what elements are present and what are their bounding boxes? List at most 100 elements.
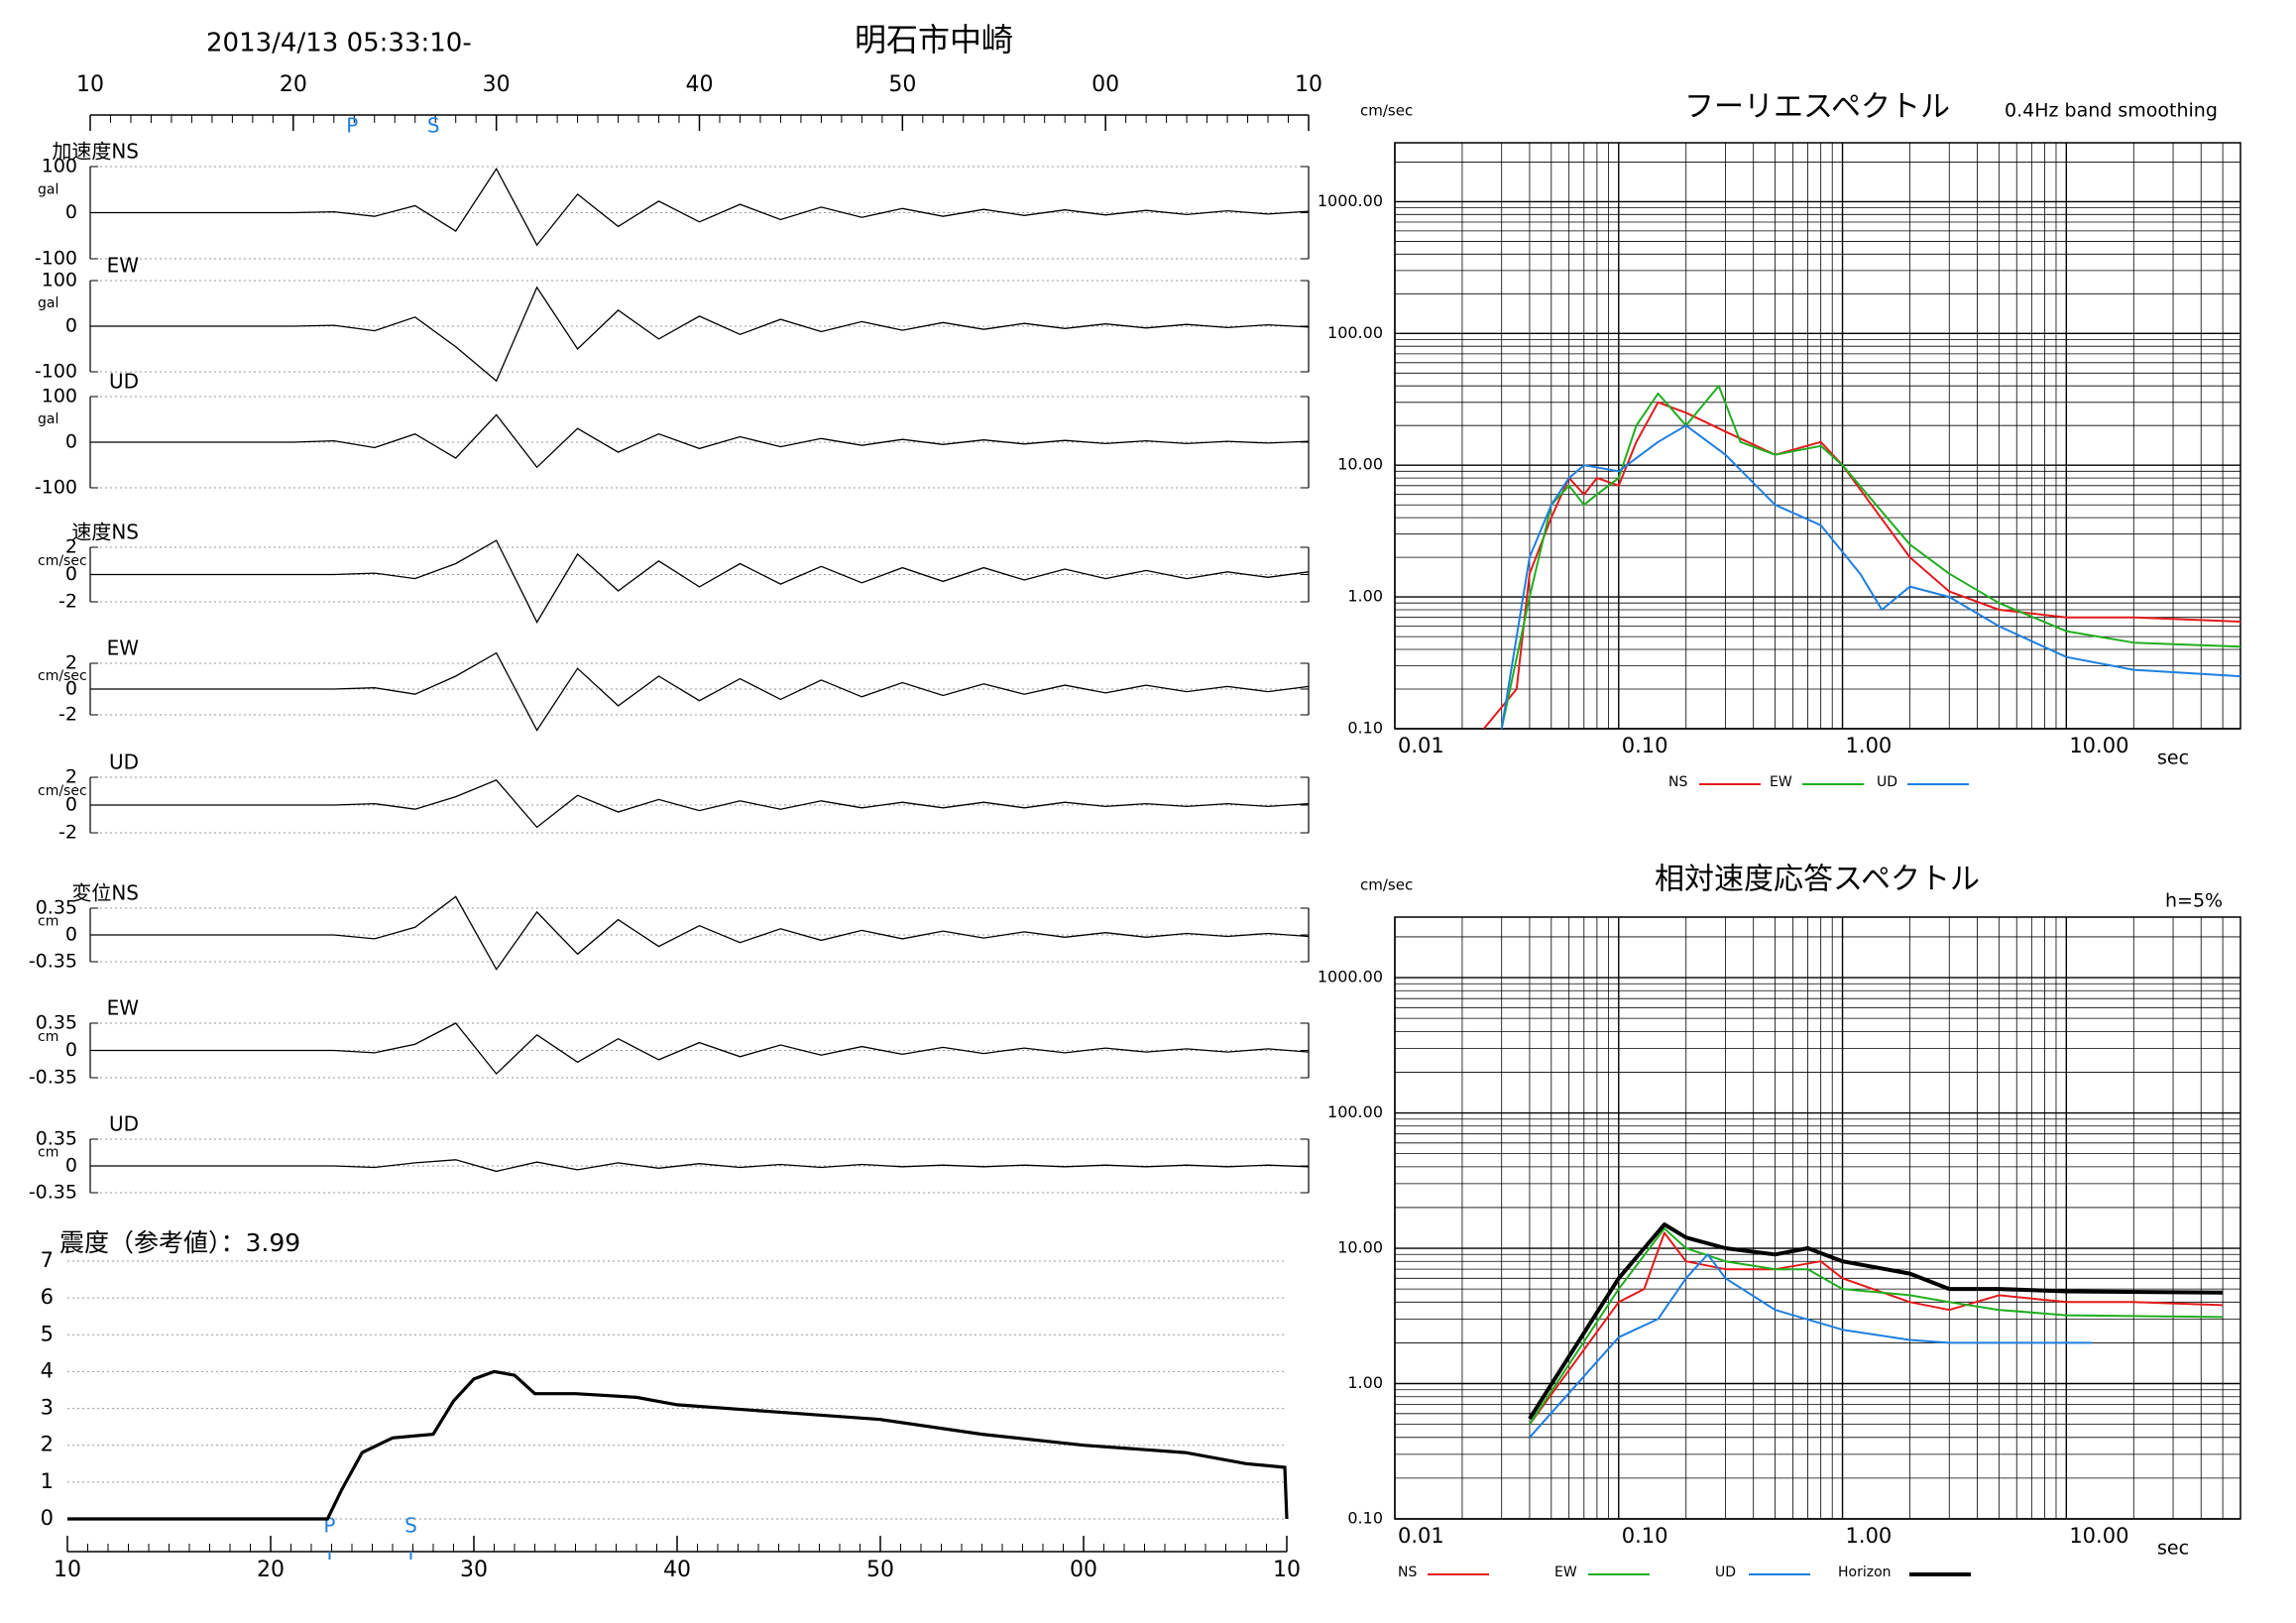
waveform <box>90 413 1310 469</box>
y-tick-label: 0.10 <box>1347 1509 1383 1528</box>
y-tick-label: 4 <box>41 1358 54 1382</box>
x-tick-label: 40 <box>686 72 714 97</box>
x-tick-label: 10 <box>1295 72 1322 97</box>
unit-label: cm/sec <box>38 668 87 684</box>
y-tick-label: 10.00 <box>1337 455 1383 474</box>
phase-marker-label: S <box>404 1514 417 1538</box>
spectrum-line <box>1529 1231 2224 1426</box>
y-axis-unit: cm/sec <box>1360 876 1413 894</box>
x-tick-label: 0.01 <box>1398 1524 1444 1548</box>
legend-label: NS <box>1668 774 1687 790</box>
waveform <box>90 779 1310 829</box>
legend-label: NS <box>1398 1565 1417 1580</box>
spectrum-line <box>1500 424 2240 729</box>
chart-title: 相対速度応答スペクトル <box>1655 863 1980 897</box>
legend-label: UD <box>1715 1565 1736 1580</box>
y-tick-label: 0 <box>65 1155 77 1177</box>
x-tick-label: 40 <box>663 1558 691 1582</box>
y-tick-label: -100 <box>35 248 77 270</box>
x-tick-label: 1.00 <box>1846 1524 1893 1548</box>
waveform <box>90 168 1310 247</box>
waveform <box>90 1159 1310 1173</box>
y-tick-label: 5 <box>41 1322 54 1345</box>
y-tick-label: 100 <box>42 156 77 177</box>
legend-label: Horizon <box>1838 1565 1892 1580</box>
legend-label: EW <box>1770 774 1792 790</box>
x-tick-label: 30 <box>483 72 511 97</box>
y-tick-label: 0.35 <box>36 897 77 919</box>
x-tick-label: 00 <box>1070 1558 1097 1582</box>
y-tick-label: 100.00 <box>1327 1102 1383 1121</box>
unit-label: cm <box>38 1145 58 1161</box>
spectrum-line <box>1529 1227 2224 1426</box>
y-axis-unit: cm/sec <box>1360 102 1413 120</box>
x-tick-label: 00 <box>1091 72 1119 97</box>
spectrum-line <box>1528 1222 2224 1420</box>
station-title: 明石市中崎 <box>855 21 1013 58</box>
waveform <box>90 651 1310 732</box>
trace-name: EW <box>107 996 140 1020</box>
legend-label: UD <box>1877 774 1897 790</box>
y-tick-label: -100 <box>35 477 77 499</box>
trace-name: 加速度NS <box>52 140 139 164</box>
spectrum-line <box>1500 385 2240 729</box>
trace-name: 変位NS <box>71 881 139 905</box>
x-tick-label: 50 <box>866 1558 894 1582</box>
y-tick-label: 1 <box>41 1469 54 1493</box>
y-tick-label: -100 <box>35 361 77 383</box>
x-tick-label: 0.01 <box>1398 734 1444 757</box>
y-tick-label: -2 <box>58 822 77 844</box>
chart-subtitle: h=5% <box>2165 890 2223 912</box>
y-tick-label: -0.35 <box>29 1067 77 1089</box>
unit-label: gal <box>38 181 58 197</box>
unit-label: cm/sec <box>38 783 87 799</box>
waveform <box>90 895 1310 971</box>
waveform <box>90 1022 1310 1076</box>
x-axis-unit: sec <box>2157 748 2189 769</box>
x-tick-label: 20 <box>257 1558 285 1582</box>
y-tick-label: 100 <box>42 386 77 407</box>
x-tick-label: 20 <box>280 72 307 97</box>
phase-marker-label: P <box>346 114 358 138</box>
y-tick-label: 1.00 <box>1347 587 1383 606</box>
y-tick-label: 0 <box>65 794 77 816</box>
y-tick-label: 1.00 <box>1347 1373 1383 1392</box>
y-tick-label: 0 <box>65 431 77 453</box>
y-tick-label: 0 <box>65 563 77 585</box>
phase-marker-label: S <box>427 114 440 138</box>
x-tick-label: 10.00 <box>2069 1524 2128 1548</box>
trace-name: EW <box>107 637 140 660</box>
y-tick-label: 100 <box>42 270 77 291</box>
unit-label: gal <box>38 295 58 311</box>
x-tick-label: 10 <box>1273 1558 1301 1582</box>
x-axis-unit: sec <box>2157 1538 2189 1560</box>
y-tick-label: 2 <box>65 652 77 674</box>
legend-label: EW <box>1554 1565 1577 1580</box>
y-tick-label: 7 <box>41 1248 54 1272</box>
y-tick-label: 0 <box>41 1506 54 1530</box>
unit-label: cm <box>38 1029 58 1045</box>
x-tick-label: 10 <box>54 1558 81 1582</box>
x-tick-label: 1.00 <box>1846 734 1893 757</box>
y-tick-label: -0.35 <box>29 1182 77 1204</box>
y-tick-label: 6 <box>41 1285 54 1309</box>
y-tick-label: 0.35 <box>36 1012 77 1034</box>
record-time: 2013/4/13 05:33:10- <box>206 29 472 58</box>
y-tick-label: -2 <box>58 704 77 726</box>
y-tick-label: 0 <box>65 678 77 700</box>
y-tick-label: 0 <box>65 201 77 223</box>
y-tick-label: -0.35 <box>29 951 77 973</box>
trace-name: UD <box>109 370 139 394</box>
x-tick-label: 30 <box>460 1558 488 1582</box>
x-tick-label: 10 <box>76 72 104 97</box>
y-tick-label: 1000.00 <box>1318 191 1383 210</box>
y-tick-label: 2 <box>41 1433 54 1456</box>
y-tick-label: 0.35 <box>36 1128 77 1150</box>
chart-title: 震度（参考値）：3.99 <box>59 1228 300 1257</box>
y-tick-label: 2 <box>65 536 77 558</box>
spectrum-line <box>1483 401 2240 729</box>
y-tick-label: 1000.00 <box>1318 968 1383 986</box>
trace-name: UD <box>109 751 139 774</box>
chart-subtitle: 0.4Hz band smoothing <box>2005 100 2218 122</box>
